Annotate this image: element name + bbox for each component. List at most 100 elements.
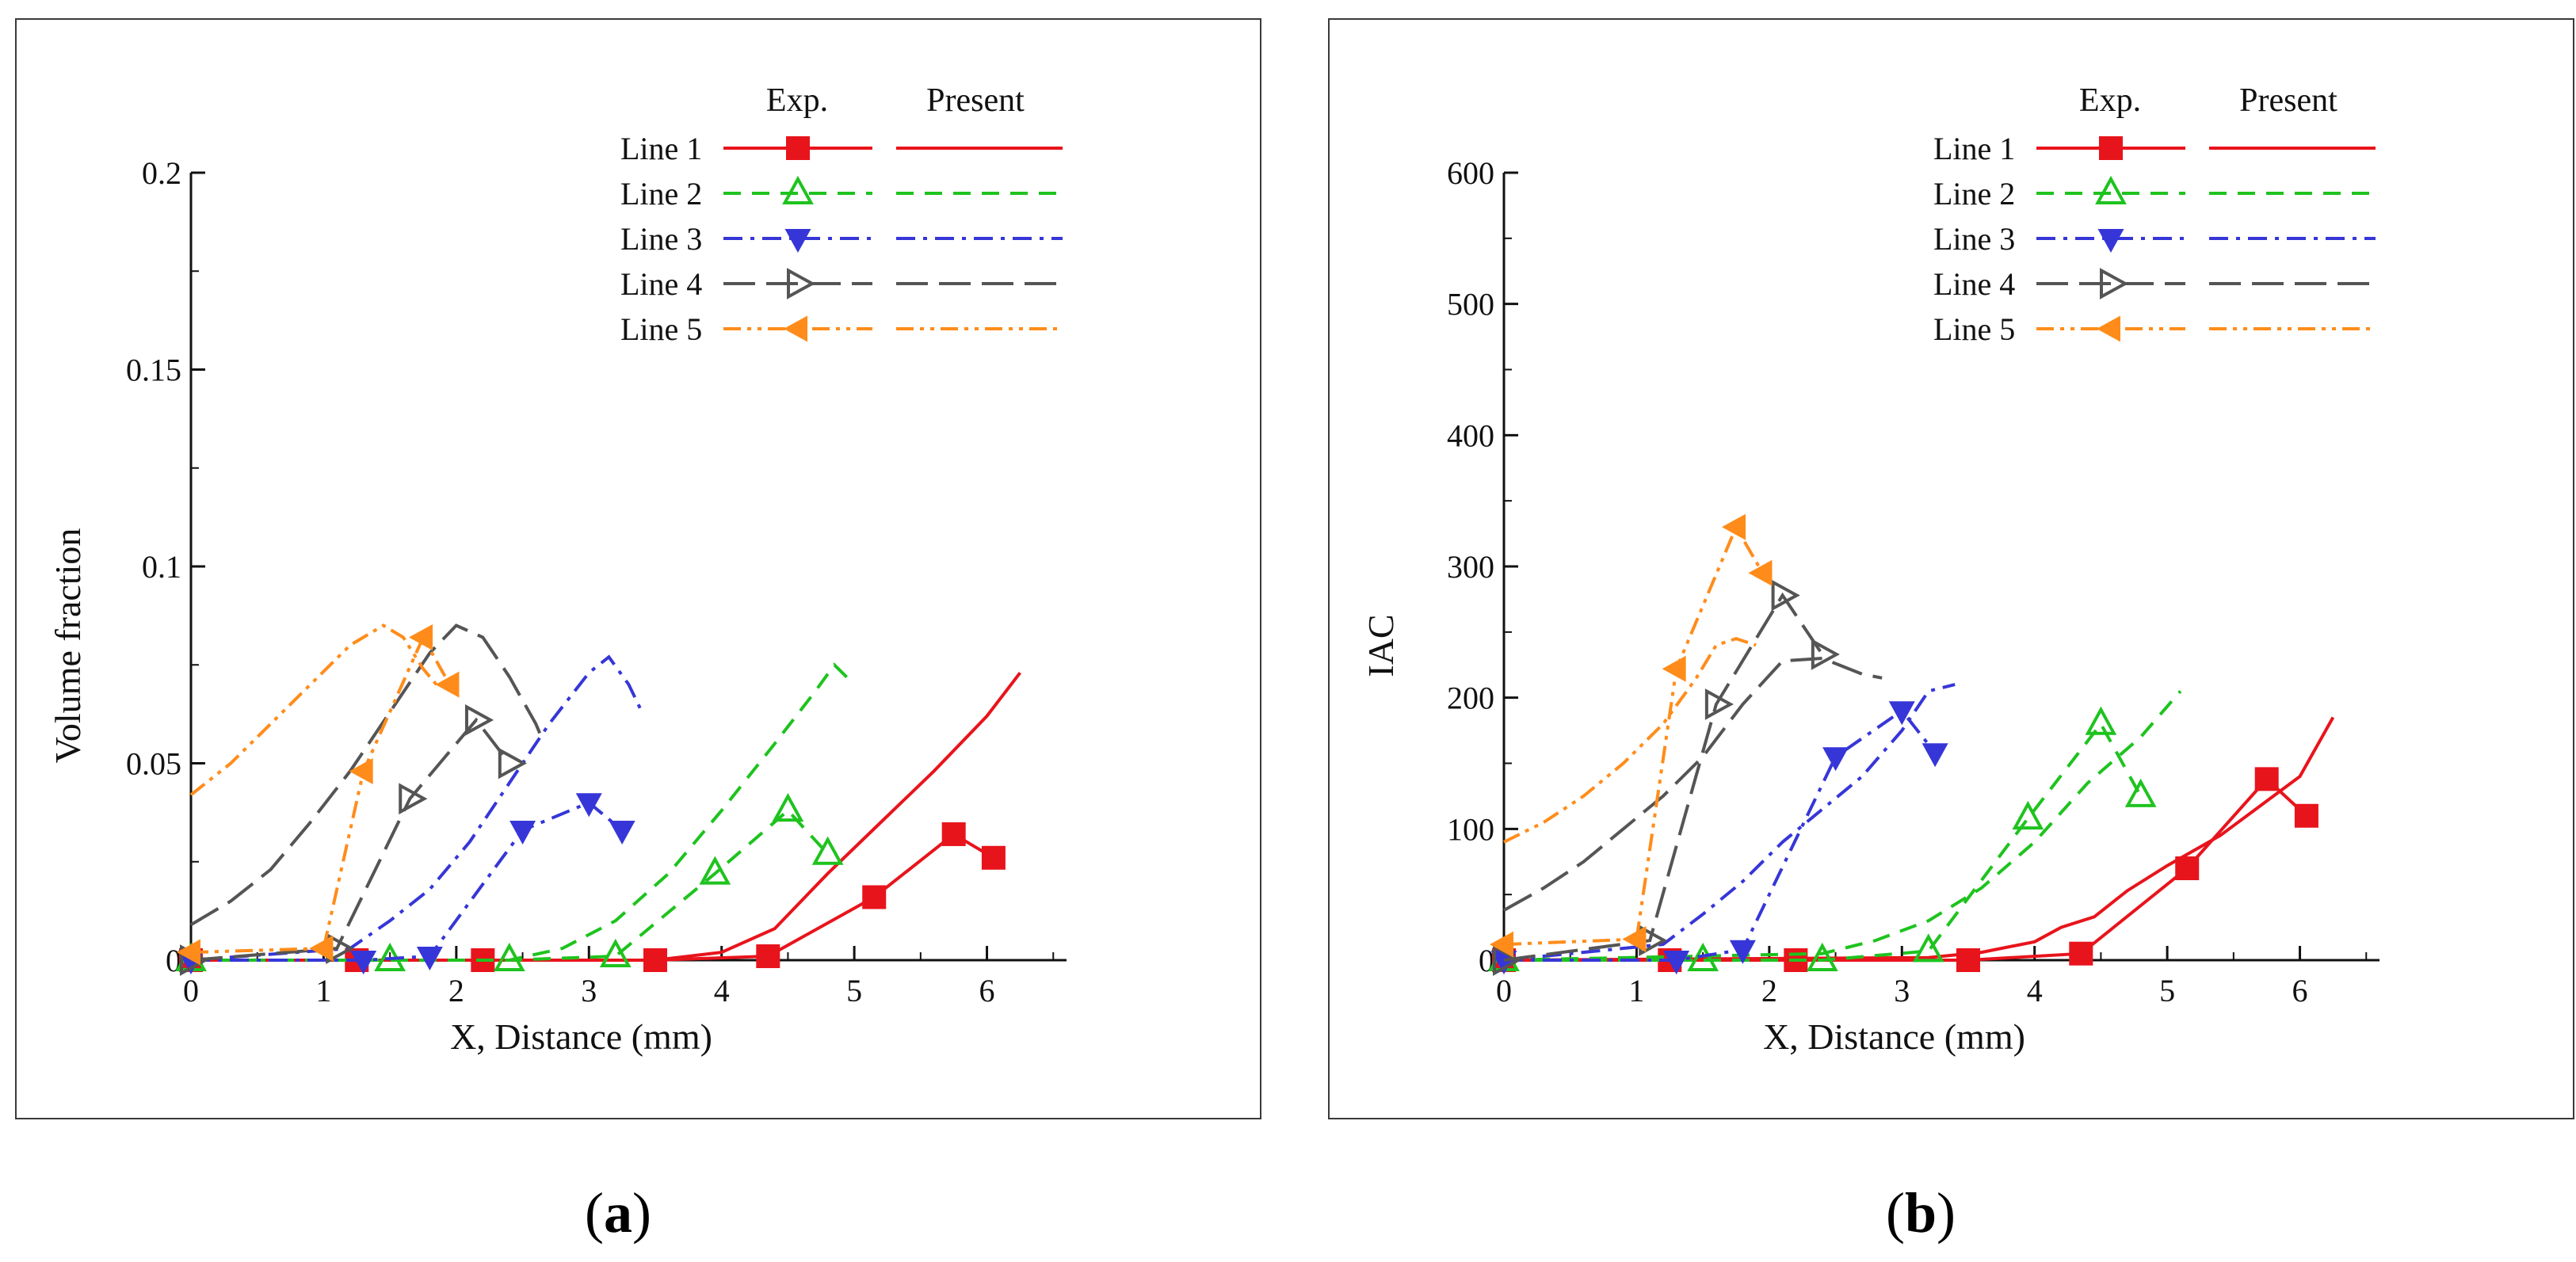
y-tick-label: 400	[1447, 417, 1494, 453]
exp-marker-2	[811, 836, 844, 865]
present-line-1	[191, 671, 1021, 962]
legend-label-5: Line 5	[620, 311, 702, 347]
legend: Exp. Present Line 1 Line 2 Line 3 Line 4 Line …	[1933, 82, 2376, 347]
legend-label-2: Line 2	[1933, 176, 2015, 212]
legend-marker-1	[2099, 136, 2123, 160]
exp-marker-2	[1806, 942, 1838, 971]
legend-header-exp: Exp.	[2079, 82, 2141, 119]
legend-label-2: Line 2	[620, 176, 702, 212]
legend: Exp. Present Line 1 Line 2 Line 3 Line 4 Line …	[620, 82, 1063, 347]
x-tick-label: 6	[2292, 973, 2308, 1008]
legend-marker-1	[786, 136, 810, 160]
exp-marker-1	[941, 822, 966, 846]
present-line-3	[1503, 683, 1956, 962]
legend-label-1: Line 1	[1933, 131, 2015, 166]
chart-panel-a: 0 1 2 3 4 5 6 0 0.05 0.1 0.15 0.2 X, Distance (mm) Vo…	[15, 18, 1261, 1119]
exp-marker-2	[772, 792, 804, 822]
x-axis-label: X, Distance (mm)	[1763, 1016, 2025, 1057]
present-line-4	[189, 623, 544, 927]
exp-marker-3	[350, 951, 377, 974]
exp-marker-3	[1729, 940, 1756, 964]
legend-marker-4	[787, 268, 816, 299]
exp-marker-2	[2012, 800, 2044, 830]
exp-marker-5	[349, 757, 373, 784]
exp-line-2	[1504, 721, 2143, 962]
legend-marker-4	[2100, 268, 2129, 299]
series-2	[175, 662, 856, 971]
series-1	[1492, 716, 2335, 972]
exp-marker-3	[575, 793, 602, 818]
series-5	[1490, 513, 1773, 958]
exp-marker-5	[309, 935, 334, 962]
legend-marker-2	[782, 175, 814, 204]
series-5	[177, 623, 460, 966]
exp-marker-2	[599, 938, 632, 968]
chart-panel-b: 0 1 2 3 4 5 6 0 100 200 300 400 500 600 X, Distance (m…	[1328, 18, 2574, 1119]
legend-marker-3	[784, 229, 811, 253]
exp-marker-4	[1811, 639, 1840, 670]
exp-marker-5	[408, 623, 433, 650]
x-tick-label: 6	[979, 973, 995, 1008]
exp-marker-3	[1922, 743, 1948, 768]
legend-label-5: Line 5	[1933, 311, 2015, 347]
y-tick-label: 500	[1447, 287, 1494, 322]
exp-line-5	[1503, 523, 1765, 947]
legend-marker-5	[2097, 315, 2120, 342]
exp-marker-3	[509, 820, 536, 845]
legend-label-4: Line 4	[620, 266, 702, 302]
exp-marker-4	[498, 747, 527, 780]
legend-header-present: Present	[926, 82, 1025, 119]
legend-marker-3	[2097, 229, 2124, 253]
exp-line-3	[1504, 708, 1937, 962]
exp-marker-3	[416, 947, 443, 971]
y-axis-label: Volume fraction	[48, 528, 88, 764]
x-tick-label: 1	[315, 973, 331, 1008]
chart-a-svg: 0 1 2 3 4 5 600.050.10.150.2X, Distance (mm)Vo…	[48, 82, 1067, 1057]
exp-marker-1	[756, 944, 780, 969]
y-axis-label: IAC	[1361, 614, 1401, 677]
exp-line-3	[191, 800, 624, 962]
legend-header-present: Present	[2239, 82, 2337, 119]
caption-b: (b)	[1885, 1181, 1956, 1245]
exp-marker-1	[643, 948, 667, 972]
series-2	[1488, 690, 2182, 971]
y-tick-label: 300	[1447, 549, 1494, 585]
exp-marker-2	[2085, 706, 2117, 735]
exp-marker-4	[1704, 688, 1735, 720]
exp-marker-3	[1888, 701, 1915, 726]
caption-a: (a)	[585, 1181, 651, 1245]
exp-marker-1	[981, 845, 1006, 870]
legend-label-4: Line 4	[1933, 266, 2015, 302]
exp-marker-4	[464, 703, 494, 736]
exp-marker-1	[2069, 941, 2093, 966]
exp-marker-1	[2294, 803, 2318, 828]
x-tick-label: 2	[1761, 973, 1777, 1008]
exp-line-4	[190, 717, 511, 962]
x-tick-label: 1	[1628, 973, 1644, 1008]
present-line-2	[191, 662, 856, 962]
exp-marker-1	[1956, 948, 1980, 972]
exp-line-4	[1503, 592, 1824, 962]
legend-label-3: Line 3	[620, 221, 702, 257]
series-4	[180, 623, 544, 976]
exp-marker-4	[1771, 579, 1800, 612]
y-tick-label: 0.15	[126, 353, 181, 388]
series-1	[179, 671, 1021, 972]
y-tick-label: 100	[1447, 811, 1494, 847]
exp-marker-5	[177, 939, 200, 966]
exp-marker-1	[2175, 856, 2200, 881]
y-tick-label: 0.2	[142, 155, 181, 191]
present-line-5	[1503, 636, 1757, 844]
exp-marker-5	[1748, 559, 1773, 586]
legend-header-exp: Exp.	[766, 82, 828, 119]
x-tick-label: 2	[448, 973, 464, 1008]
exp-marker-3	[609, 820, 635, 845]
exp-marker-2	[2124, 778, 2157, 807]
x-tick-label: 3	[1894, 973, 1910, 1008]
legend-label-1: Line 1	[620, 131, 702, 166]
y-tick-label: 0.1	[142, 549, 181, 585]
exp-marker-3	[1663, 951, 1690, 974]
exp-marker-2	[1687, 942, 1719, 971]
exp-line-2	[191, 808, 830, 962]
series-3	[177, 654, 644, 974]
